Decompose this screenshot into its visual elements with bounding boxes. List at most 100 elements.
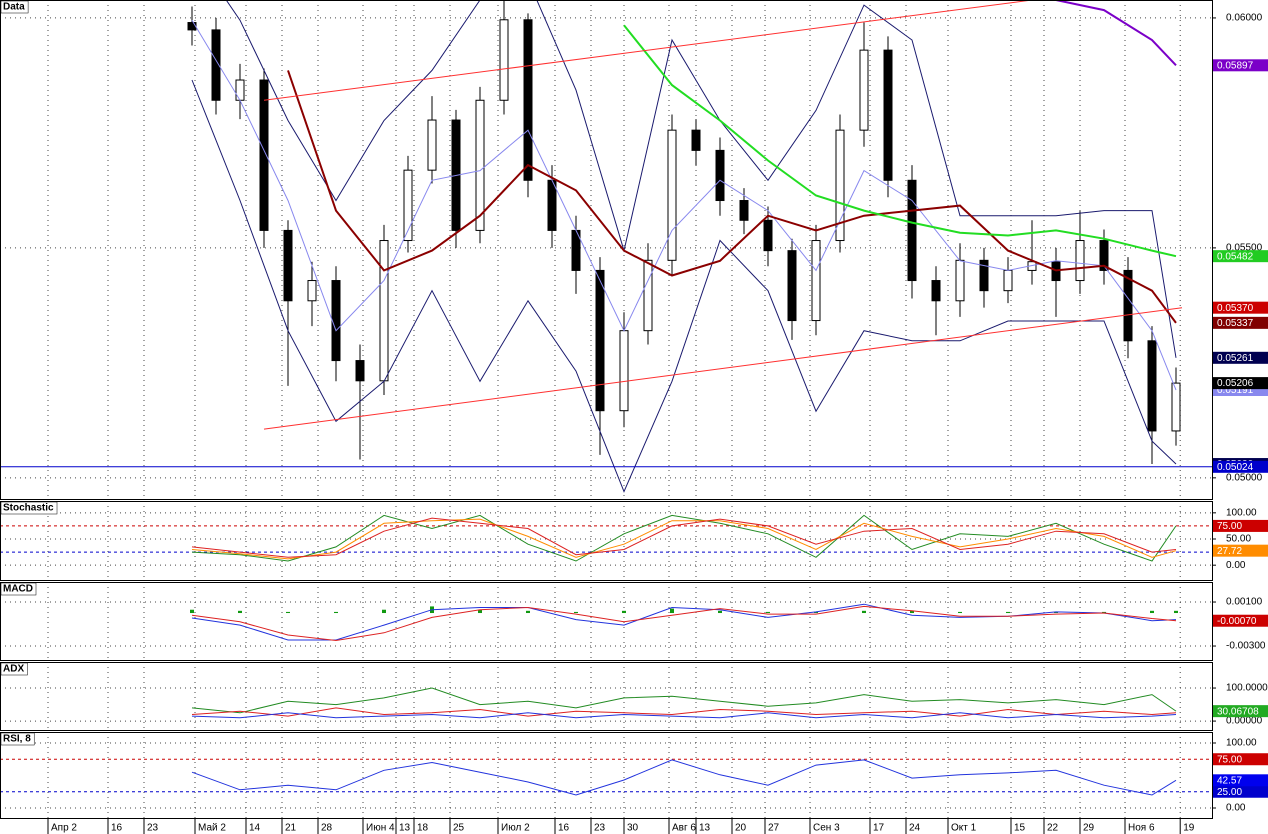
price-tag-label: 25.00	[1217, 787, 1242, 798]
candle-body	[715, 149, 725, 202]
x-tick-label: Апр 2	[51, 823, 77, 834]
y-tick-label: 100.00	[1226, 738, 1257, 749]
candle-body	[355, 360, 365, 382]
x-tick-label: 30	[627, 823, 639, 834]
x-tick-label: 13	[699, 823, 711, 834]
candle-body	[667, 129, 677, 261]
price-tag	[1213, 753, 1268, 766]
price-tag-label: 0.05897	[1217, 60, 1254, 71]
histogram-bar	[958, 611, 962, 614]
indicator-line	[191, 687, 1177, 714]
histogram-bar	[766, 611, 770, 614]
histogram-bar	[190, 609, 194, 614]
x-tick-label: 13	[399, 823, 411, 834]
price-tag	[1213, 774, 1268, 787]
indicator-line	[263, 0, 1033, 101]
indicator-line	[287, 70, 1177, 324]
price-tag	[1213, 544, 1268, 557]
price-tag	[1213, 614, 1268, 627]
panel-frame	[0, 662, 1213, 731]
panel-title: Stochastic	[3, 503, 54, 514]
candle-body	[931, 280, 941, 302]
x-tick-label: 16	[558, 823, 570, 834]
x-tick-label: Июн 4	[366, 823, 395, 834]
candle-body	[907, 179, 917, 282]
candle-body	[259, 79, 269, 231]
indicator-line	[191, 514, 1177, 562]
candle-body	[475, 99, 485, 231]
price-tag	[1213, 351, 1268, 364]
candle-body	[1099, 240, 1109, 271]
x-tick-label: Авг 6	[672, 823, 696, 834]
price-tag-label: 0.05370	[1217, 303, 1254, 314]
histogram-bar	[622, 610, 626, 614]
candle-body	[523, 19, 533, 181]
price-tag	[1213, 316, 1268, 329]
price-tag-label: 0.05191	[1217, 385, 1254, 396]
price-tag-label: 30.06708	[1217, 706, 1259, 717]
price-tag	[1213, 785, 1268, 798]
indicator-line	[191, 712, 1177, 719]
price-tag	[1213, 59, 1268, 72]
x-tick-label: 29	[1083, 823, 1095, 834]
price-tag	[1213, 301, 1268, 314]
candle-body	[595, 269, 605, 412]
panel-frame	[0, 501, 1213, 581]
candle-body	[283, 229, 293, 302]
histogram-bar	[1174, 610, 1178, 614]
panel-title-bg	[0, 662, 28, 676]
x-tick-label: 27	[768, 823, 780, 834]
candle-body	[331, 280, 341, 362]
x-tick-label: Июл 2	[501, 823, 530, 834]
candle-body	[763, 219, 773, 252]
candle-body	[643, 259, 653, 332]
candle-body	[859, 49, 869, 131]
histogram-bar	[1006, 611, 1010, 614]
histogram-bar	[286, 611, 290, 614]
y-tick-label: 0.00	[1226, 803, 1246, 814]
y-tick-label: 0.05000	[1226, 472, 1263, 483]
y-tick-label: 0.00000	[1226, 716, 1263, 727]
histogram-bar	[1150, 610, 1154, 614]
indicator-line	[623, 24, 1177, 258]
histogram-bar	[910, 610, 914, 614]
histogram-bar	[478, 609, 482, 614]
candle-body	[211, 29, 221, 101]
price-tag	[1213, 519, 1268, 532]
y-tick-label: 0.00	[1226, 560, 1246, 571]
plot-area	[0, 582, 1212, 660]
y-tick-label: 50.00	[1226, 534, 1251, 545]
price-tag	[1213, 705, 1268, 718]
candle-body	[379, 240, 389, 382]
candle-body	[235, 79, 245, 101]
x-tick-label: Окт 1	[951, 823, 977, 834]
histogram-bar	[574, 611, 578, 614]
x-tick-label: 23	[594, 823, 606, 834]
plot-area	[0, 501, 1212, 580]
candle-body	[1003, 269, 1013, 292]
y-tick-label: 0.06000	[1226, 13, 1263, 24]
indicator-line	[225, 0, 1177, 358]
y-tick-label: 0.05500	[1226, 243, 1263, 254]
histogram-bar	[526, 610, 530, 614]
price-tag-label: 75.00	[1217, 521, 1242, 532]
panel-title: MACD	[3, 584, 33, 595]
candle-body	[979, 259, 989, 292]
candle-body	[427, 119, 437, 171]
price-tag-label: 0.05024	[1217, 462, 1254, 473]
histogram-bar	[718, 610, 722, 614]
x-tick-label: 20	[735, 823, 747, 834]
x-tick-label: 23	[147, 823, 159, 834]
price-tag-label: 0.05337	[1217, 318, 1254, 329]
x-tick-label: 18	[417, 823, 429, 834]
x-tick-label: Май 2	[198, 823, 226, 834]
price-tag	[1213, 460, 1268, 473]
histogram-bar	[1054, 611, 1058, 614]
x-tick-label: 22	[1047, 823, 1059, 834]
panel-title: ADX	[3, 664, 24, 675]
panel-frame	[0, 732, 1213, 819]
candle-body	[619, 330, 629, 412]
candle-body	[403, 169, 413, 242]
y-tick-label: 100.00	[1226, 507, 1257, 518]
